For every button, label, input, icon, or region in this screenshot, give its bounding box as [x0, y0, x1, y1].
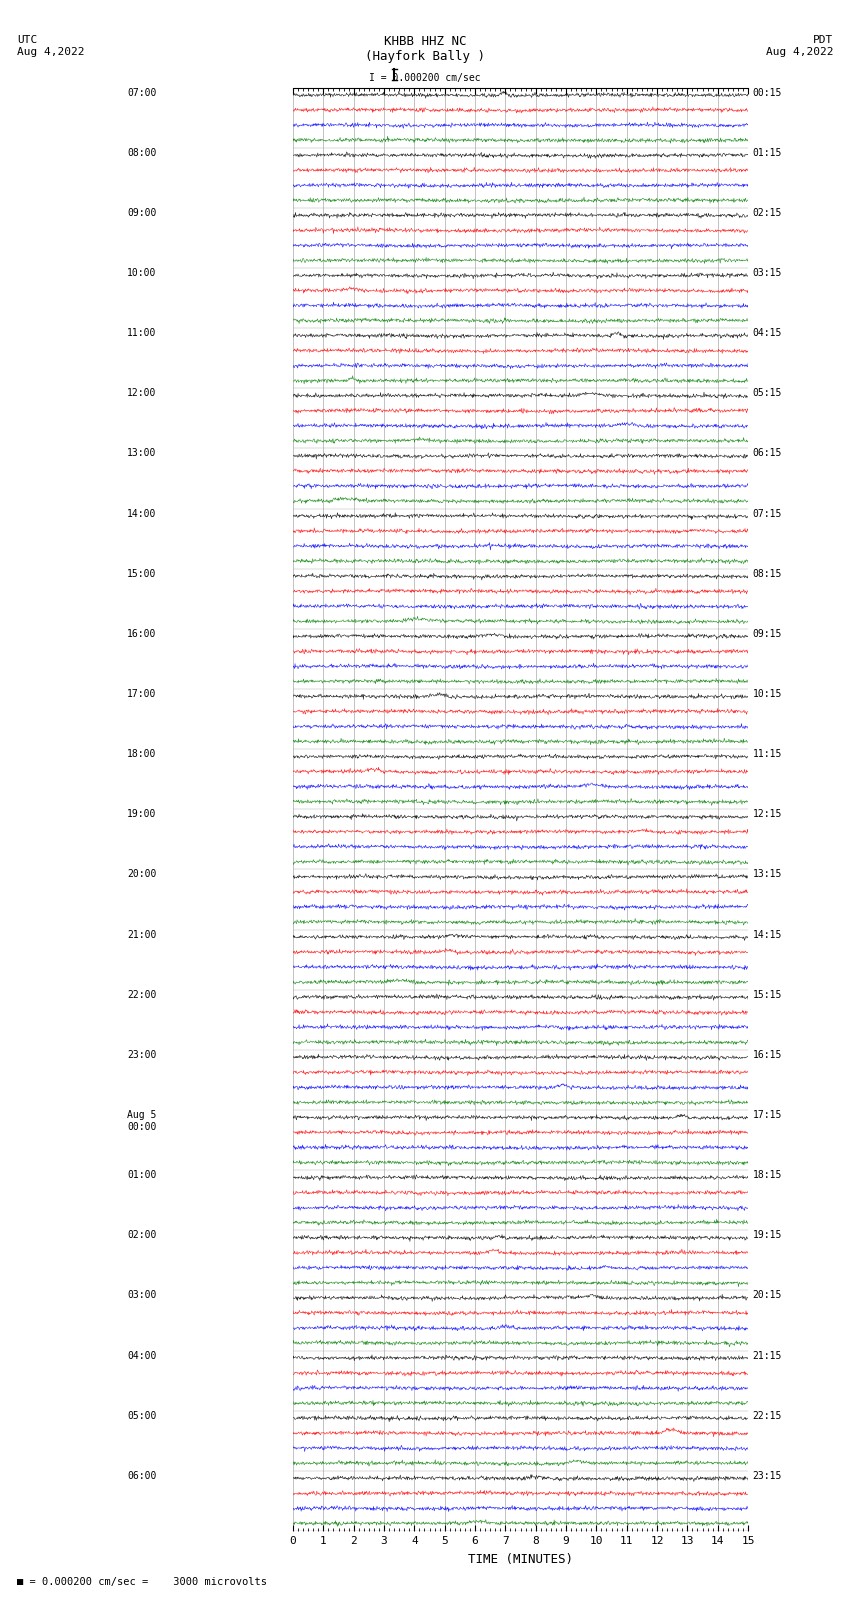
Text: 08:00: 08:00 — [128, 148, 156, 158]
Text: 14:15: 14:15 — [752, 929, 782, 939]
Text: 19:15: 19:15 — [752, 1231, 782, 1240]
Text: 16:15: 16:15 — [752, 1050, 782, 1060]
Text: 04:00: 04:00 — [128, 1350, 156, 1360]
Text: 01:15: 01:15 — [752, 148, 782, 158]
Text: 14:00: 14:00 — [128, 508, 156, 518]
Text: 12:00: 12:00 — [128, 389, 156, 398]
Text: 17:15: 17:15 — [752, 1110, 782, 1119]
Text: 18:15: 18:15 — [752, 1169, 782, 1181]
Text: 06:15: 06:15 — [752, 448, 782, 458]
Text: 15:00: 15:00 — [128, 569, 156, 579]
Text: 17:00: 17:00 — [128, 689, 156, 698]
Text: 18:00: 18:00 — [128, 748, 156, 760]
Text: 08:15: 08:15 — [752, 569, 782, 579]
Text: KHBB HHZ NC
(Hayfork Bally ): KHBB HHZ NC (Hayfork Bally ) — [365, 35, 485, 63]
Text: 23:15: 23:15 — [752, 1471, 782, 1481]
Text: 10:15: 10:15 — [752, 689, 782, 698]
Text: 09:15: 09:15 — [752, 629, 782, 639]
Text: 01:00: 01:00 — [128, 1169, 156, 1181]
Text: Aug 5
00:00: Aug 5 00:00 — [128, 1110, 156, 1132]
Text: ■ = 0.000200 cm/sec =    3000 microvolts: ■ = 0.000200 cm/sec = 3000 microvolts — [17, 1578, 267, 1587]
Text: 13:15: 13:15 — [752, 869, 782, 879]
Text: 05:00: 05:00 — [128, 1411, 156, 1421]
Text: 21:15: 21:15 — [752, 1350, 782, 1360]
Text: 12:15: 12:15 — [752, 810, 782, 819]
Text: 06:00: 06:00 — [128, 1471, 156, 1481]
Text: 23:00: 23:00 — [128, 1050, 156, 1060]
Text: PDT
Aug 4,2022: PDT Aug 4,2022 — [766, 35, 833, 56]
X-axis label: TIME (MINUTES): TIME (MINUTES) — [468, 1553, 573, 1566]
Text: 20:15: 20:15 — [752, 1290, 782, 1300]
Text: 11:00: 11:00 — [128, 327, 156, 339]
Text: 15:15: 15:15 — [752, 990, 782, 1000]
Text: 00:15: 00:15 — [752, 87, 782, 97]
Text: 20:00: 20:00 — [128, 869, 156, 879]
Text: 13:00: 13:00 — [128, 448, 156, 458]
Text: 05:15: 05:15 — [752, 389, 782, 398]
Text: I = 0.000200 cm/sec: I = 0.000200 cm/sec — [369, 73, 481, 82]
Text: 10:00: 10:00 — [128, 268, 156, 277]
Text: 02:00: 02:00 — [128, 1231, 156, 1240]
Text: 09:00: 09:00 — [128, 208, 156, 218]
Text: 16:00: 16:00 — [128, 629, 156, 639]
Text: 22:00: 22:00 — [128, 990, 156, 1000]
Text: 07:15: 07:15 — [752, 508, 782, 518]
Text: 03:15: 03:15 — [752, 268, 782, 277]
Text: 02:15: 02:15 — [752, 208, 782, 218]
Text: 03:00: 03:00 — [128, 1290, 156, 1300]
Text: UTC
Aug 4,2022: UTC Aug 4,2022 — [17, 35, 84, 56]
Text: 21:00: 21:00 — [128, 929, 156, 939]
Text: 11:15: 11:15 — [752, 748, 782, 760]
Text: 19:00: 19:00 — [128, 810, 156, 819]
Text: 22:15: 22:15 — [752, 1411, 782, 1421]
Text: 07:00: 07:00 — [128, 87, 156, 97]
Text: 04:15: 04:15 — [752, 327, 782, 339]
